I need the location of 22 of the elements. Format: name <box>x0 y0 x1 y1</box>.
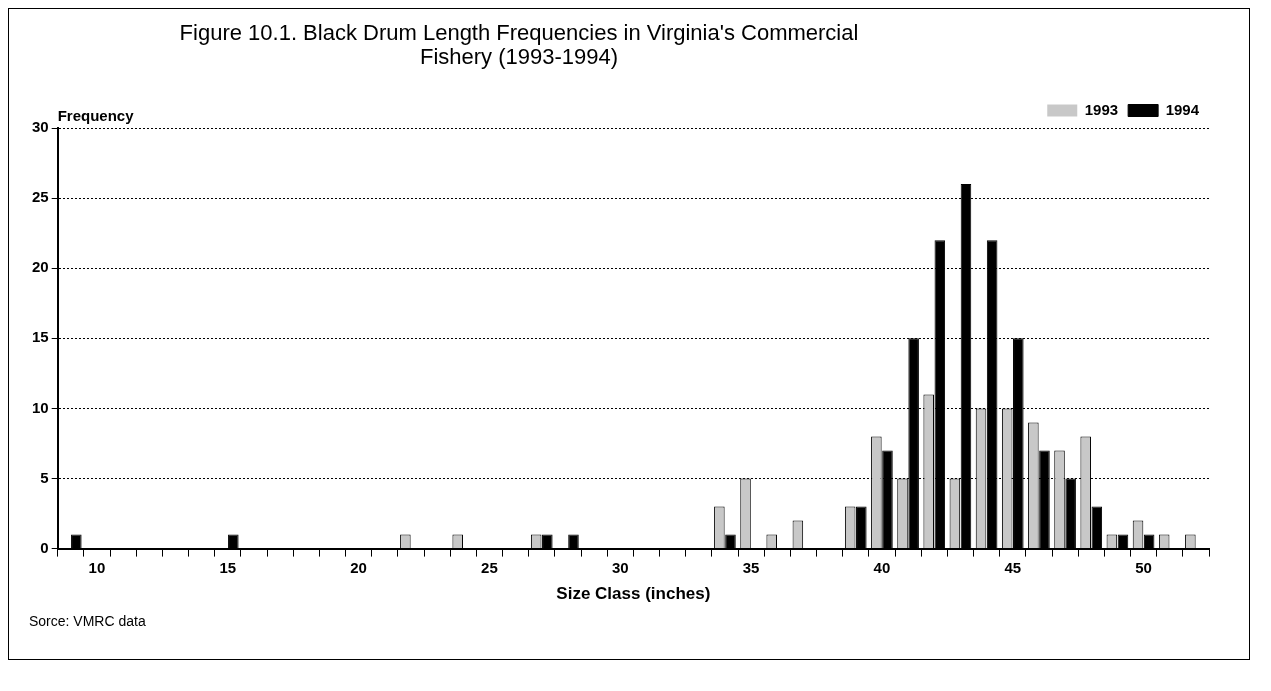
legend-label: 1993 <box>1084 100 1119 118</box>
x-tick-label: 40 <box>873 558 891 576</box>
y-tick-label: 5 <box>40 468 49 486</box>
y-tick-label: 0 <box>40 538 49 556</box>
x-tick-label: 30 <box>611 558 629 576</box>
x-tick-label: 10 <box>88 558 106 576</box>
x-axis-title: Size Class (inches) <box>556 584 711 604</box>
x-tick-label: 20 <box>350 558 367 576</box>
text: Sorce: VMRC data <box>29 613 147 629</box>
legend-label: 1994 <box>1165 100 1200 118</box>
y-tick-label: 30 <box>32 118 49 136</box>
y-axis-title: Frequency <box>57 106 135 124</box>
y-tick-label: 10 <box>32 398 49 416</box>
y-tick-label: 25 <box>32 188 49 206</box>
x-tick-label: 50 <box>1135 558 1152 576</box>
x-tick-label: 35 <box>742 558 760 576</box>
y-tick-label: 15 <box>32 328 49 346</box>
chart-title: Figure 10.1. Black Drum Length Frequencies in Virginia's Commercial Fishery (1993-1994) <box>178 20 860 69</box>
x-tick-label: 45 <box>1004 558 1022 576</box>
x-tick-label: 15 <box>219 558 237 576</box>
y-tick-label: 20 <box>32 258 49 276</box>
x-tick-label: 25 <box>481 558 498 576</box>
